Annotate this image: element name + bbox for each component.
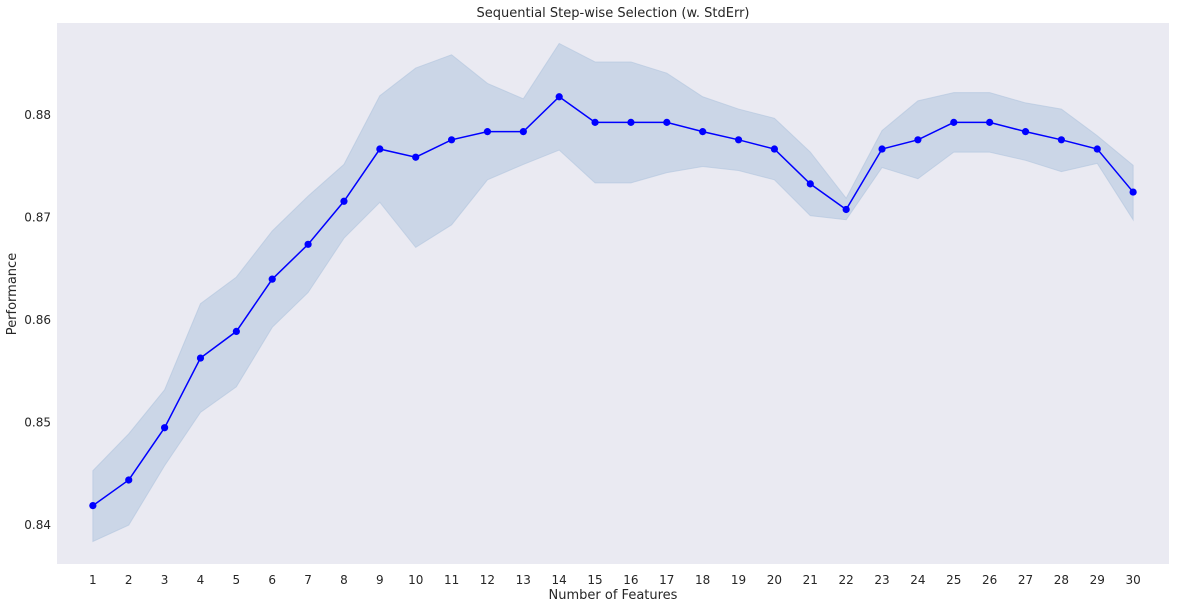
- x-tick-label: 21: [803, 573, 818, 587]
- x-tick-label: 14: [552, 573, 567, 587]
- x-tick-label: 27: [1018, 573, 1033, 587]
- data-point: [304, 240, 312, 248]
- y-tick-label: 0.84: [24, 518, 51, 532]
- data-point: [627, 118, 635, 126]
- data-point: [663, 118, 671, 126]
- x-tick-label: 9: [376, 573, 384, 587]
- series-line: [92, 95, 1134, 507]
- data-point: [699, 128, 707, 136]
- y-ticks: 0.84 0.85 0.86 0.87 0.88: [24, 108, 51, 532]
- stderr-band: [92, 42, 1134, 543]
- data-point: [1021, 128, 1030, 136]
- data-point: [1057, 136, 1065, 144]
- x-tick-label: 7: [304, 573, 312, 587]
- x-tick-label: 16: [623, 573, 638, 587]
- data-point: [842, 205, 850, 214]
- x-tick-label: 12: [480, 573, 495, 587]
- x-tick-label: 19: [731, 573, 746, 587]
- data-point: [483, 128, 492, 136]
- x-tick-label: 13: [516, 573, 531, 587]
- x-ticks: 1 2 3 4 5 6 7 8 9 10 11 12 13 14 15 16 17 18 19 20 21 22 23 24 2…: [89, 573, 1141, 587]
- data-point: [519, 128, 527, 136]
- data-point: [986, 118, 994, 126]
- x-tick-label: 29: [1090, 573, 1105, 587]
- data-point: [950, 118, 958, 126]
- data-point: [125, 476, 133, 484]
- x-tick-label: 1: [89, 573, 97, 587]
- data-point: [268, 275, 276, 283]
- chart-title: Sequential Step-wise Selection (w. StdEr…: [477, 6, 750, 21]
- data-point: [161, 424, 169, 432]
- data-point: [447, 136, 456, 144]
- y-tick-label: 0.85: [24, 416, 51, 430]
- x-tick-label: 11: [444, 573, 459, 587]
- x-tick-label: 4: [197, 573, 205, 587]
- x-tick-label: 26: [982, 573, 997, 587]
- data-point: [914, 136, 922, 144]
- y-tick-label: 0.88: [24, 108, 51, 122]
- data-point: [232, 327, 240, 336]
- x-tick-label: 22: [839, 573, 854, 587]
- x-tick-label: 6: [268, 573, 276, 587]
- y-axis-label: Performance: [5, 253, 20, 335]
- x-tick-label: 8: [340, 573, 348, 587]
- data-point: [555, 93, 563, 101]
- data-point: [340, 197, 348, 205]
- x-tick-label: 18: [695, 573, 710, 587]
- x-tick-label: 23: [874, 573, 889, 587]
- data-point: [412, 153, 420, 161]
- x-tick-label: 20: [767, 573, 782, 587]
- data-point: [806, 180, 814, 188]
- x-tick-label: 17: [659, 573, 674, 587]
- data-points: [89, 93, 1137, 510]
- data-point: [591, 118, 599, 126]
- data-point: [1093, 145, 1101, 153]
- x-tick-label: 30: [1125, 573, 1140, 587]
- y-tick-label: 0.87: [24, 211, 51, 225]
- data-point: [376, 145, 384, 153]
- data-point: [878, 145, 886, 153]
- x-tick-label: 3: [161, 573, 169, 587]
- x-tick-label: 15: [587, 573, 602, 587]
- x-axis-label: Number of Features: [549, 588, 678, 603]
- x-tick-label: 28: [1054, 573, 1069, 587]
- x-tick-label: 10: [408, 573, 423, 587]
- x-tick-label: 25: [946, 573, 961, 587]
- x-tick-label: 2: [125, 573, 133, 587]
- x-tick-label: 24: [910, 573, 925, 587]
- data-point: [1129, 188, 1137, 196]
- data-point: [734, 136, 743, 144]
- data-point: [770, 145, 779, 153]
- x-tick-label: 5: [233, 573, 241, 587]
- data-point: [196, 354, 205, 362]
- y-tick-label: 0.86: [24, 313, 51, 327]
- data-point: [89, 501, 97, 510]
